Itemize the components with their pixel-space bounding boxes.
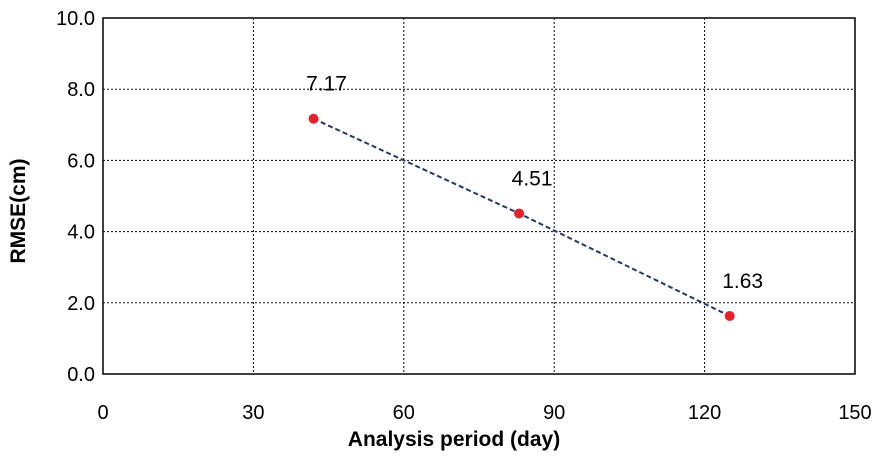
grid-lines — [103, 18, 855, 374]
x-tick-label: 30 — [242, 402, 264, 424]
x-tick-label: 90 — [543, 402, 565, 424]
x-axis-title: Analysis period (day) — [348, 428, 560, 451]
plot-area-frame — [102, 17, 856, 375]
data-point-marker — [308, 113, 319, 124]
y-tick-label: 6.0 — [67, 150, 95, 172]
y-tick-label: 8.0 — [67, 79, 95, 101]
y-tick-label: 4.0 — [67, 222, 95, 244]
data-point-label: 7.17 — [306, 73, 347, 96]
y-tick-label: 10.0 — [56, 8, 95, 30]
data-point-label: 1.63 — [722, 270, 763, 293]
y-tick-label: 0.0 — [67, 364, 95, 386]
x-tick-label: 0 — [97, 402, 108, 424]
x-tick-label: 150 — [838, 402, 871, 424]
y-tick-label: 2.0 — [67, 293, 95, 315]
y-axis-title: RMSE(cm) — [7, 158, 30, 263]
data-series: 7.17 4.51 1.63 — [306, 73, 763, 321]
x-tick-label: 120 — [688, 402, 721, 424]
x-tick-label: 60 — [393, 402, 415, 424]
tick-labels: 0.0 2.0 4.0 6.0 8.0 10.0 0 30 60 90 120 150 — [56, 8, 872, 424]
data-point-marker — [724, 310, 735, 321]
data-point-marker — [514, 208, 525, 219]
data-point-label: 4.51 — [512, 167, 553, 190]
